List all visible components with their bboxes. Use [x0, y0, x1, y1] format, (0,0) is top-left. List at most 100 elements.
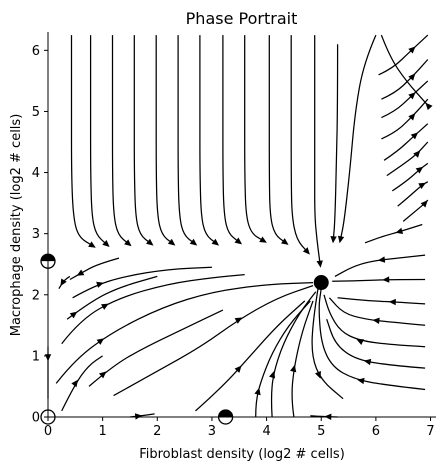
flow-arrow	[102, 239, 110, 248]
x-tick-label: 1	[99, 424, 107, 439]
flow-arrow	[146, 238, 154, 246]
flow-arrow	[408, 113, 416, 121]
streamline	[133, 35, 152, 244]
streamline	[380, 34, 429, 106]
x-tick-label: 4	[262, 424, 270, 439]
streamline	[381, 59, 429, 100]
flow-arrow	[337, 235, 345, 244]
chart-title: Phase Portrait	[186, 9, 298, 28]
x-axis-ticks: 0 1 2 3 4 5 6 7	[44, 417, 435, 439]
streamline	[311, 285, 344, 400]
flow-arrow	[234, 237, 243, 245]
streamline	[378, 34, 429, 76]
flow-arrow	[395, 227, 404, 234]
flow-arrow	[425, 102, 433, 111]
streamline	[70, 35, 94, 247]
flow-arrow	[281, 238, 289, 245]
flow-arrow	[290, 364, 297, 373]
y-tick-label: 3	[32, 227, 40, 242]
flow-arrow	[259, 236, 267, 243]
streamline	[268, 35, 287, 244]
flow-arrow	[418, 182, 426, 189]
streamline	[111, 35, 130, 245]
streamlines	[44, 34, 433, 420]
flow-arrow	[356, 339, 365, 346]
flow-arrow	[134, 413, 143, 420]
streamline	[381, 98, 429, 140]
x-axis-label: Fibroblast density (log2 # cells)	[139, 447, 345, 462]
x-tick-label: 0	[44, 424, 52, 439]
x-tick-label: 2	[153, 424, 161, 439]
flow-arrow	[357, 377, 365, 385]
x-tick-label: 5	[317, 424, 325, 439]
streamline	[328, 297, 426, 326]
flow-arrow	[101, 303, 109, 310]
streamline	[290, 35, 309, 253]
streamline	[61, 273, 245, 345]
y-tick-label: 4	[32, 166, 40, 181]
fixed-point-stable	[313, 275, 329, 291]
fixed-point-half-fill	[218, 410, 233, 417]
flow-arrow	[408, 73, 416, 81]
streamline	[255, 300, 311, 418]
streamline	[339, 34, 377, 240]
streamline	[326, 319, 426, 369]
streamline	[69, 257, 120, 281]
streamline	[61, 355, 103, 412]
flow-arrow	[372, 317, 380, 325]
flow-arrow	[316, 260, 323, 268]
streamline	[386, 141, 429, 177]
streamline	[270, 291, 317, 418]
y-tick-label: 0	[32, 411, 40, 426]
flow-arrow	[98, 371, 107, 379]
y-tick-label: 6	[32, 44, 40, 59]
flow-arrow	[96, 338, 105, 345]
streamline	[244, 35, 265, 242]
flow-arrow	[410, 132, 419, 140]
flow-arrow	[420, 200, 428, 208]
streamline	[199, 35, 217, 244]
streamline	[222, 35, 240, 243]
flow-arrow	[69, 311, 78, 319]
streamline	[314, 35, 321, 265]
streamline	[113, 285, 314, 397]
streamline	[332, 278, 426, 282]
streamline	[155, 35, 173, 244]
flow-arrow	[330, 236, 337, 244]
flow-arrow	[124, 239, 132, 247]
streamline	[364, 223, 423, 244]
y-axis-ticks: 0 1 2 3 4 5 6	[32, 44, 48, 426]
streamline	[332, 44, 339, 240]
flow-arrow	[415, 166, 424, 174]
streamline	[66, 275, 158, 320]
y-tick-label: 1	[32, 349, 40, 364]
streamline	[383, 123, 429, 161]
flow-arrow	[413, 150, 421, 158]
flow-arrow	[88, 241, 96, 248]
streamline	[318, 288, 426, 391]
flow-arrow	[76, 269, 85, 276]
streamline	[291, 300, 314, 418]
fixed-points	[40, 253, 329, 425]
y-tick-label: 5	[32, 105, 40, 120]
streamline	[72, 266, 212, 299]
x-tick-label: 3	[208, 424, 216, 439]
x-tick-label: 6	[372, 424, 380, 439]
flow-arrow	[408, 46, 416, 54]
flow-arrow	[167, 238, 176, 246]
y-axis-label: Macrophage density (log2 # cells)	[9, 114, 24, 337]
flow-arrow	[254, 387, 261, 396]
flow-arrow	[71, 379, 79, 388]
streamline	[55, 281, 314, 384]
streamline	[334, 254, 426, 277]
flow-arrow	[388, 298, 396, 306]
flow-arrow	[60, 278, 67, 287]
flow-arrow	[211, 238, 220, 246]
flow-arrow	[302, 247, 310, 255]
flow-arrow	[363, 358, 372, 366]
streamline	[337, 297, 426, 305]
flow-arrow	[234, 317, 243, 324]
streamline	[177, 35, 195, 244]
streamline	[195, 300, 306, 412]
